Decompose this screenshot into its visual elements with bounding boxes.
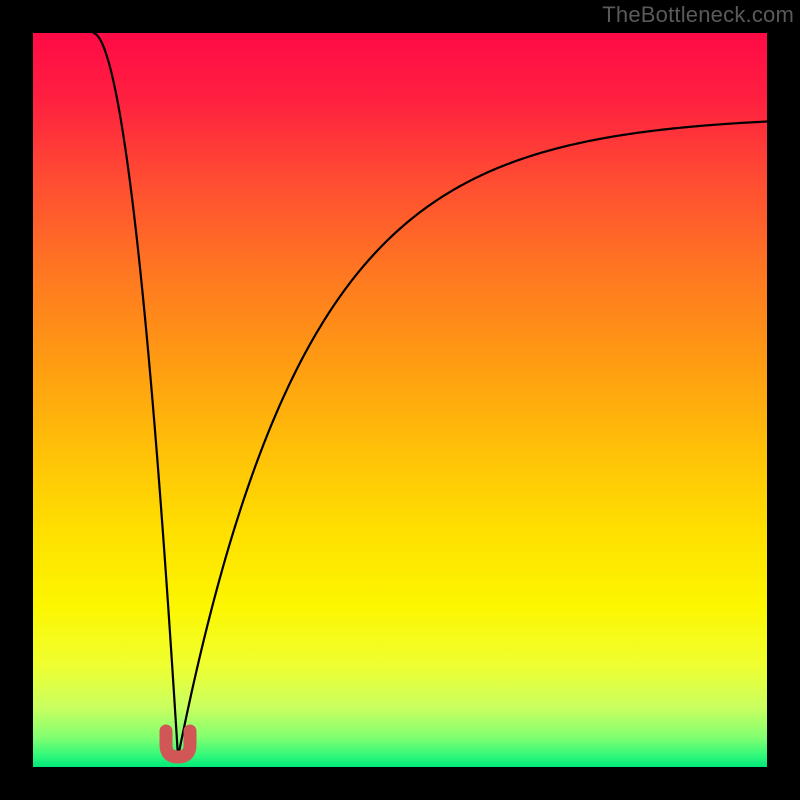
bottleneck-chart — [0, 0, 800, 800]
attribution-text: TheBottleneck.com — [602, 2, 794, 28]
plot-area — [33, 33, 767, 767]
